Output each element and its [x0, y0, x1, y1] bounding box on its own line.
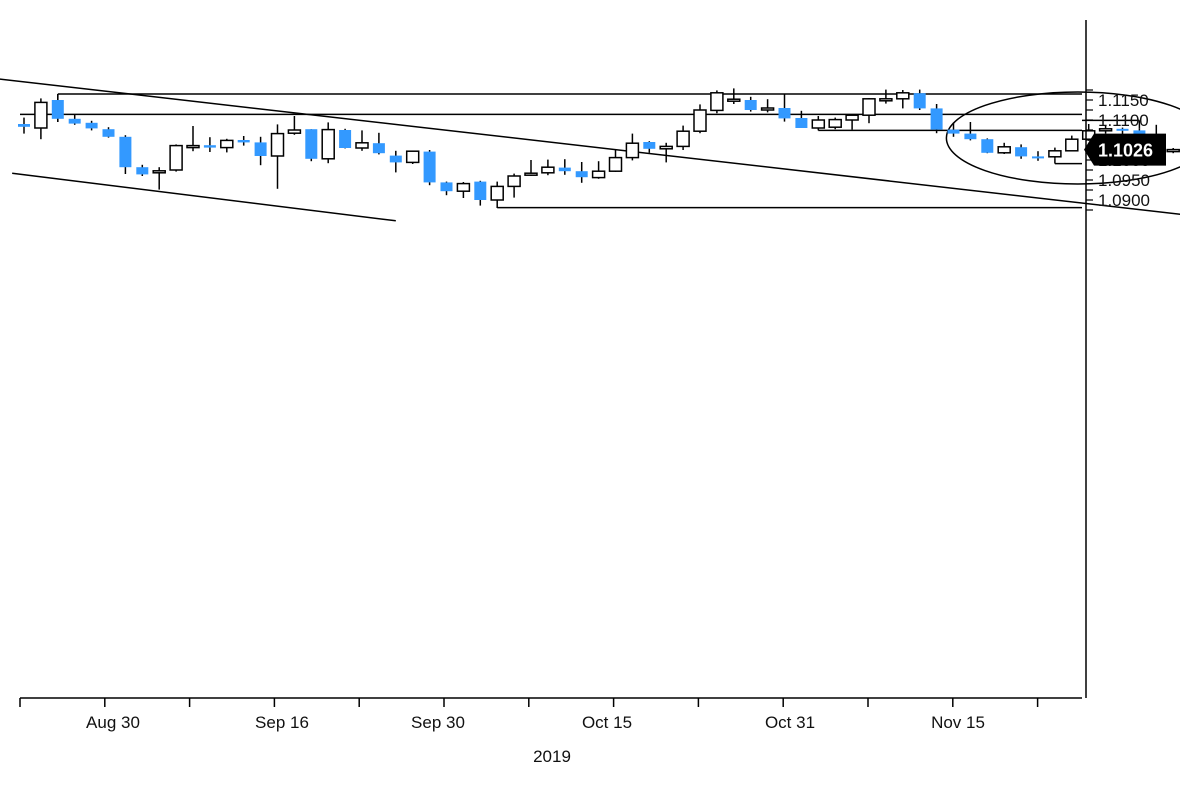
highlight-ellipse — [945, 91, 1180, 185]
candle-body-down — [778, 108, 791, 119]
candle-body-down — [68, 118, 81, 124]
candle-body-down — [203, 145, 216, 148]
candle-body-up — [591, 170, 606, 179]
candle-body-up — [405, 150, 420, 164]
candle-body-up — [896, 92, 910, 100]
last-price-tag — [1084, 133, 1166, 166]
candle-body-up — [152, 170, 166, 174]
x-tick-label: Sep 30 — [411, 713, 465, 732]
candle-body-up — [1098, 128, 1113, 132]
candle-body-down — [930, 108, 943, 130]
candle-body-down — [1116, 128, 1129, 131]
candle-body-down — [423, 151, 436, 183]
year-label: 2019 — [533, 747, 571, 766]
candle-body-up — [34, 101, 48, 129]
last-price-label: 1.1026 — [1098, 141, 1153, 161]
candle-body-up — [220, 139, 234, 149]
candle-body-up — [321, 128, 335, 160]
candle-body-down — [237, 140, 250, 143]
candle-body-down — [102, 129, 115, 137]
candle-body-down — [474, 181, 487, 200]
candle-body-down — [964, 133, 977, 140]
x-tick-label: Aug 30 — [86, 713, 140, 732]
candle-body-up — [608, 156, 623, 172]
candle-body-up — [507, 175, 521, 188]
candle-body-up — [524, 172, 538, 176]
candle-body-up — [625, 142, 640, 159]
candle-body-down — [51, 100, 64, 119]
candle-body-up — [270, 132, 285, 157]
y-tick-label: 1.1100 — [1098, 111, 1149, 130]
y-tick-label: 1.1150 — [1098, 91, 1149, 110]
candle-body-up — [659, 145, 673, 150]
candle-body-down — [1015, 147, 1028, 157]
candle-body-up — [845, 114, 859, 121]
candle-body-down — [372, 143, 385, 154]
candle-body-up — [1166, 148, 1180, 153]
y-tick-label: 1.0950 — [1098, 171, 1150, 190]
candle-body-up — [811, 119, 826, 129]
candle-body-up — [541, 166, 555, 174]
x-tick-label: Oct 31 — [765, 713, 815, 732]
annotation-layer — [0, 78, 1180, 222]
candle-body-up — [355, 142, 369, 149]
candle-body-down — [947, 129, 960, 134]
candle-body-down — [440, 182, 453, 192]
candle-body-down — [389, 155, 402, 163]
trendline — [12, 172, 396, 222]
candle-body-up — [169, 144, 183, 171]
candle-body-up — [1048, 150, 1062, 158]
x-tick-label: Oct 15 — [582, 713, 632, 732]
candle-body-down — [85, 122, 98, 129]
candle-body-down — [795, 118, 808, 128]
candle-body-up — [1065, 138, 1079, 152]
candle-body-down — [254, 142, 267, 156]
candle-body-up — [879, 98, 893, 102]
candle-body-down — [305, 129, 318, 159]
candle-body-down — [136, 167, 149, 175]
candle-body-up — [490, 185, 504, 201]
x-tick-label: Nov 15 — [931, 713, 985, 732]
candle-body-down — [643, 142, 656, 149]
candle-body-up — [710, 92, 724, 112]
candle-body-up — [760, 107, 775, 111]
candle-body-down — [744, 100, 757, 110]
y-tick-label: 1.0900 — [1098, 191, 1150, 210]
candle-body-down — [18, 124, 30, 127]
candle-body-up — [287, 129, 302, 134]
axes-layer: Aug 30 Sep 16 Sep 30 Oct 15 Oct 31 Nov 15 2019… — [19, 20, 1166, 766]
candle-body-up — [828, 118, 842, 128]
trendline — [0, 78, 1180, 216]
candle-body-down — [913, 93, 926, 109]
candle-body-up — [727, 98, 741, 102]
candle-body-up — [456, 182, 471, 192]
x-tick-label: Sep 16 — [255, 713, 309, 732]
candle-body-up — [997, 146, 1011, 154]
candle-body-down — [339, 130, 352, 148]
candle-body-up — [693, 109, 707, 132]
candle-body-down — [119, 136, 132, 168]
candle-body-down — [1133, 130, 1146, 137]
candle-body-down — [575, 171, 588, 178]
candle-body-down — [1032, 156, 1044, 159]
candle-body-down — [981, 139, 994, 153]
candle-body-down — [558, 167, 571, 172]
candle-body-up — [186, 144, 200, 149]
candle-body-up — [862, 98, 876, 116]
candle-body-up — [676, 130, 690, 148]
